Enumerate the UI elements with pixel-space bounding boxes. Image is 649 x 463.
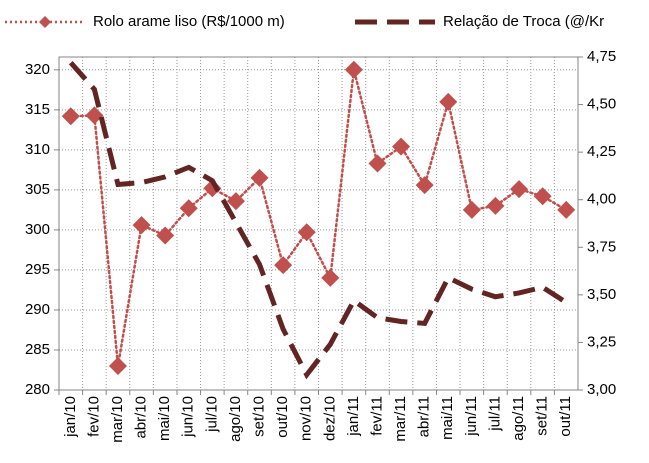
x-tick-label: set/11: [534, 396, 551, 436]
x-tick-label: fev/11: [368, 396, 385, 436]
data-point: [156, 226, 175, 245]
data-point: [321, 268, 340, 287]
x-tick-label: jul/10: [203, 396, 220, 433]
y2-tick-label: 3,00: [587, 381, 616, 398]
y-tick-label: 315: [25, 101, 50, 118]
data-point: [226, 192, 245, 211]
y-tick-label: 285: [25, 341, 50, 358]
y-tick-label: 310: [25, 141, 50, 158]
x-tick-label: out/11: [557, 396, 574, 437]
x-tick-label: jan/11: [345, 396, 362, 437]
data-point: [274, 256, 293, 275]
x-tick-label: mar/11: [392, 396, 409, 442]
data-point: [132, 216, 151, 235]
x-tick-label: set/10: [250, 396, 267, 437]
legend-label: Rolo arame liso (R$/1000 m): [93, 13, 285, 30]
y2-tick-label: 3,75: [587, 238, 616, 255]
y2-tick-label: 4,25: [587, 143, 616, 160]
x-tick-label: jul/11: [486, 396, 503, 432]
data-point: [462, 200, 481, 219]
y-tick-label: 295: [25, 261, 50, 278]
x-tick-label: jun/11: [463, 396, 480, 437]
y-tick-label: 290: [25, 301, 50, 318]
x-tick-label: abr/11: [416, 396, 433, 437]
legend-marker: [39, 16, 51, 28]
series-line: [69, 69, 568, 367]
y2-tick-label: 4,50: [587, 96, 616, 113]
x-tick-label: mar/10: [109, 396, 126, 443]
data-point: [108, 356, 127, 375]
x-tick-label: nov/10: [298, 396, 315, 441]
data-point: [392, 137, 411, 156]
data-point: [533, 187, 552, 206]
y-tick-label: 305: [25, 181, 50, 198]
y2-tick-label: 4,00: [587, 191, 616, 208]
y2-tick-label: 3,25: [587, 333, 616, 350]
x-tick-label: ago/10: [227, 396, 244, 442]
data-point: [415, 176, 434, 195]
x-tick-label: mai/11: [439, 396, 456, 440]
data-point: [510, 180, 529, 199]
data-point: [297, 223, 316, 242]
y-tick-label: 320: [25, 61, 50, 78]
x-tick-label: mai/10: [156, 396, 173, 441]
data-point: [179, 199, 198, 218]
x-tick-label: fev/10: [85, 396, 102, 437]
data-point: [368, 154, 387, 173]
x-tick-label: dez/10: [321, 396, 338, 441]
data-point: [250, 168, 269, 187]
data-point: [85, 106, 104, 125]
series-line: [68, 61, 568, 380]
x-tick-label: ago/11: [510, 396, 527, 441]
data-point: [486, 196, 505, 215]
y2-tick-label: 3,50: [587, 286, 616, 303]
data-point: [557, 200, 576, 219]
y2-tick-label: 4,75: [587, 48, 616, 65]
x-tick-label: jun/10: [180, 396, 197, 438]
data-point: [344, 60, 363, 79]
y-tick-label: 280: [25, 381, 50, 398]
x-tick-label: abr/10: [133, 396, 150, 439]
data-point: [61, 107, 80, 126]
y-tick-label: 300: [25, 221, 50, 238]
x-tick-label: jan/10: [62, 396, 79, 438]
x-tick-label: out/10: [274, 396, 291, 438]
legend-label: Relação de Troca (@/Kr: [443, 13, 604, 30]
data-point: [439, 92, 458, 111]
